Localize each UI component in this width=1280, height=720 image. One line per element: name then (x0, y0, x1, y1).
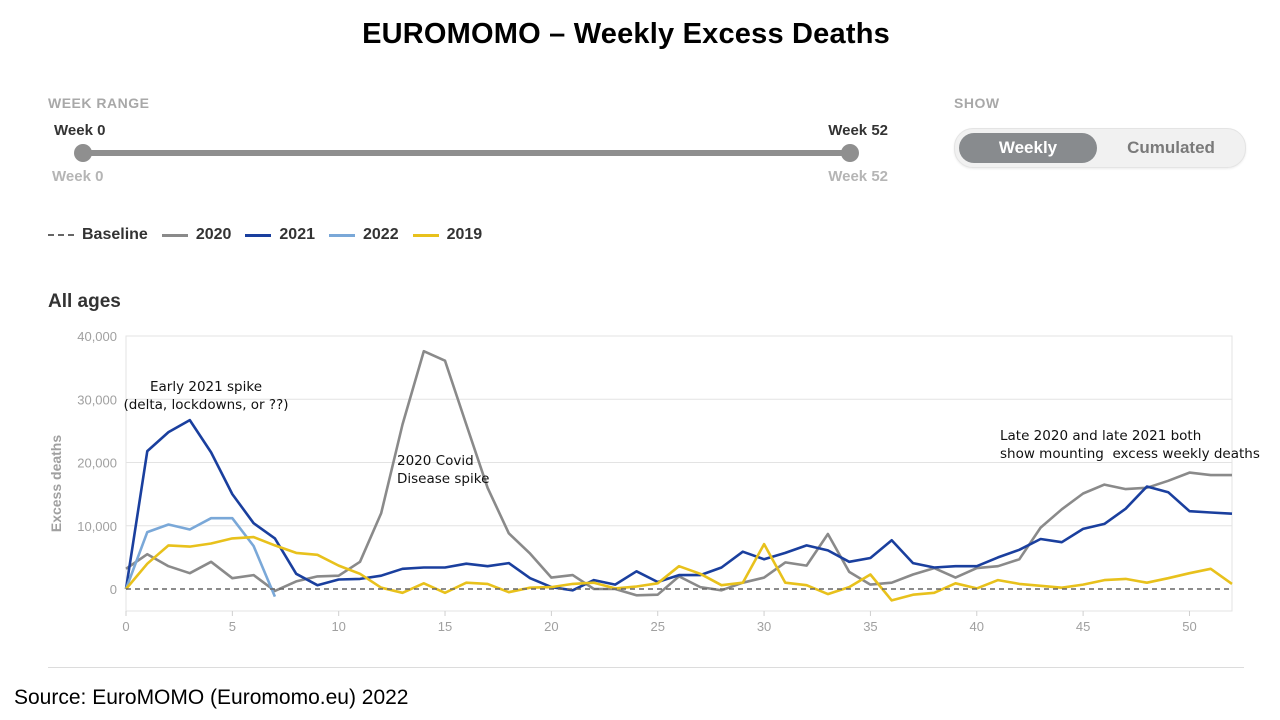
chart-legend: Baseline 2020 2021 2022 2019 (48, 224, 496, 246)
x-tick-label: 20 (544, 619, 558, 634)
x-tick-label: 5 (229, 619, 236, 634)
slider-start-handle[interactable] (74, 144, 92, 162)
y-tick-label: 10,000 (77, 519, 117, 534)
x-tick-label: 0 (122, 619, 129, 634)
series-line-2021 (124, 418, 1233, 592)
y-axis-label: Excess deaths (48, 435, 64, 532)
legend-item-2020[interactable]: 2020 (161, 226, 232, 244)
x-tick-label: 25 (650, 619, 664, 634)
plot-area (125, 335, 1233, 612)
week-end-max-label: Week 52 (828, 168, 888, 185)
x-tick-label: 40 (970, 619, 984, 634)
slider-track[interactable] (82, 150, 850, 156)
week-end-label: Week 52 (828, 122, 888, 139)
annotation-text: 2020 Covid (397, 453, 474, 469)
source-caption: Source: EuroMOMO (Euromomo.eu) 2022 (14, 686, 409, 709)
y-tick-label: 20,000 (77, 456, 117, 471)
legend-label-2022: 2022 (363, 226, 399, 243)
legend-label-baseline: Baseline (82, 226, 148, 243)
annotation-text: show mounting excess weekly deaths (1000, 446, 1260, 462)
y-tick-label: 0 (110, 582, 117, 597)
x-tick-label: 45 (1076, 619, 1090, 634)
annotation-text: Late 2020 and late 2021 both (1000, 428, 1201, 444)
x-tick-label: 15 (438, 619, 452, 634)
cumulated-button[interactable]: Cumulated (1127, 138, 1215, 157)
legend-item-2022[interactable]: 2022 (329, 226, 399, 244)
2019-swatch (412, 233, 439, 237)
baseline-swatch (48, 234, 74, 236)
x-tick-label: 35 (863, 619, 877, 634)
divider (48, 667, 1244, 668)
page-title: EUROMOMO – Weekly Excess Deaths (362, 18, 890, 50)
annotation-text: Early 2021 spike (150, 379, 262, 395)
week-start-label: Week 0 (54, 122, 106, 139)
slider-end-handle[interactable] (841, 144, 859, 162)
y-tick-label: 30,000 (77, 392, 117, 407)
show-label: SHOW (954, 95, 1000, 111)
week-start-min-label: Week 0 (52, 168, 104, 185)
chart-heading: All ages (48, 291, 121, 312)
2021-swatch (245, 233, 272, 237)
y-tick-label: 40,000 (77, 329, 117, 344)
legend-label-2020: 2020 (195, 226, 232, 243)
annotation-text: Disease spike (397, 471, 489, 487)
series-line-2022 (124, 516, 277, 598)
x-tick-label: 30 (757, 619, 771, 634)
series-line-2019 (125, 535, 1233, 602)
2022-swatch (329, 233, 355, 237)
x-tick-label: 50 (1182, 619, 1196, 634)
week-range-slider[interactable]: Week 0 Week 52 Week 0 Week 52 (48, 118, 894, 193)
legend-label-2021: 2021 (279, 226, 315, 243)
weekly-button[interactable]: Weekly (959, 133, 1097, 163)
series-line-2020 (125, 349, 1232, 597)
legend-item-2019[interactable]: 2019 (412, 226, 483, 244)
legend-label-2019: 2019 (446, 226, 483, 243)
annotation-text: (delta, lockdowns, or ??) (123, 397, 288, 413)
show-toggle[interactable]: Weekly Cumulated (954, 128, 1246, 168)
legend-item-2021[interactable]: 2021 (245, 226, 315, 244)
legend-item-baseline[interactable]: Baseline (48, 226, 148, 244)
2020-swatch (161, 233, 188, 237)
week-range-label: WEEK RANGE (48, 95, 150, 111)
x-tick-label: 10 (331, 619, 345, 634)
